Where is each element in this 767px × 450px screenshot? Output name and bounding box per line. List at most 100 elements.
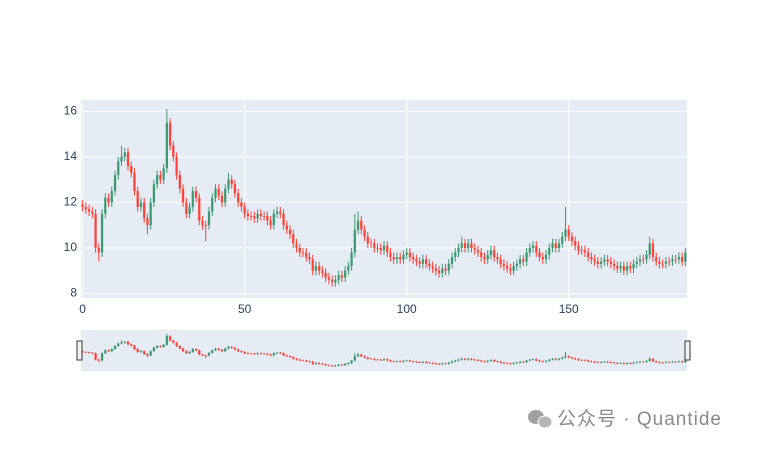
rangeslider-candle-body <box>168 336 172 341</box>
y-tick-label: 16 <box>64 104 78 118</box>
rangeslider-candle-body <box>207 352 211 356</box>
candle-body <box>668 261 671 263</box>
rangeslider-candle-body <box>616 363 619 364</box>
rangeslider-candle-body <box>389 360 392 362</box>
rangeslider-candle-body <box>266 353 269 355</box>
candle-body <box>337 275 340 280</box>
candle-body <box>476 250 480 253</box>
candle-body <box>136 191 139 207</box>
candle-body <box>191 191 194 207</box>
candle-body <box>94 213 97 248</box>
candle-body <box>574 241 577 246</box>
rangeslider-candle-body <box>133 345 136 350</box>
candle-body <box>632 263 635 269</box>
rangeslider-candle-body <box>152 347 156 352</box>
candle-body <box>207 211 211 226</box>
rangeslider-candle-body <box>343 363 347 366</box>
rangeslider-candle-body <box>214 348 217 351</box>
candle-body <box>467 243 470 248</box>
candle-body <box>619 266 622 269</box>
candle-body <box>295 243 298 248</box>
rangeslider-candle-body <box>198 350 201 355</box>
rangeslider-candle-body <box>554 358 557 360</box>
candle-body <box>356 220 360 230</box>
rangeslider-candle-body <box>551 358 554 360</box>
rangeslider-candle-body <box>324 364 327 366</box>
rangeslider-candle-body <box>476 360 480 361</box>
rangeslider-candle-body <box>635 362 638 363</box>
rangeslider-area[interactable] <box>81 330 687 371</box>
candle-body <box>658 261 661 264</box>
rangeslider-candle-body <box>570 357 574 359</box>
candle-body <box>635 261 638 264</box>
candle-body <box>531 245 535 248</box>
candle-body <box>113 175 117 192</box>
candle-body <box>334 279 337 283</box>
rangeslider-candle-body <box>509 363 512 365</box>
candle-body <box>499 259 502 264</box>
rangeslider-candle-body <box>253 353 256 355</box>
rangeslider-candle-body <box>473 359 476 361</box>
rangeslider-candle-body <box>502 362 506 364</box>
candle-body <box>181 188 185 203</box>
rangeslider-handle-right[interactable] <box>684 340 691 361</box>
rangeslider-candle-body <box>548 359 551 361</box>
rangeslider-candle-body <box>612 362 616 364</box>
rangeslider-candle-body <box>645 360 648 362</box>
candle-body <box>327 277 331 280</box>
candle-body <box>343 270 347 278</box>
rangeslider-candle-body <box>100 353 104 361</box>
rangeslider-candle-body <box>353 356 356 361</box>
rangeslider-candle-body <box>596 362 600 363</box>
rangeslider-candle-body <box>418 362 421 363</box>
candle-body <box>379 247 382 251</box>
rangeslider-candle-body <box>424 361 428 363</box>
rangeslider-candle-body <box>337 364 340 366</box>
rangeslider-candle-body <box>574 358 577 360</box>
rangeslider-candle-body <box>386 359 389 361</box>
rangeslider-handle-left[interactable] <box>76 340 83 361</box>
rangeslider-candle-body <box>120 342 123 344</box>
candle-body <box>535 245 538 253</box>
rangeslider-candle-body <box>561 357 564 359</box>
candle-body <box>625 266 629 271</box>
rangeslider-candle-body <box>395 361 399 362</box>
candle-body <box>463 243 467 248</box>
candle-body <box>671 259 674 262</box>
rangeslider-candle-body <box>272 353 275 356</box>
candle-body <box>282 213 285 226</box>
candle-body <box>217 188 220 196</box>
candle-body <box>402 254 405 260</box>
candle-body <box>204 225 207 226</box>
rangeslider-candle-body <box>506 363 509 364</box>
candle-body <box>522 259 525 262</box>
candle-body <box>541 257 544 260</box>
candle-body <box>178 175 181 189</box>
candle-body <box>369 243 373 245</box>
x-tick-label: 100 <box>397 302 417 316</box>
rangeslider-candle-body <box>535 359 538 361</box>
rangeslider-candle-body <box>557 358 561 360</box>
y-tick-label: 12 <box>64 195 78 209</box>
candle-body <box>214 188 217 198</box>
rangeslider-candle-body <box>467 358 470 360</box>
rangeslider-candle-body <box>609 362 612 363</box>
candle-body <box>629 266 632 269</box>
rangeslider-candle-body <box>117 343 120 347</box>
rangeslider-candle-body <box>593 361 596 363</box>
candle-body <box>651 243 655 258</box>
rangeslider-candle-body <box>321 363 324 365</box>
rangeslider-candle-body <box>408 360 412 362</box>
rangeslider-candle-body <box>334 365 337 367</box>
candle-body <box>408 252 412 258</box>
candle-body <box>227 179 230 189</box>
rangeslider-candle-body <box>159 346 162 347</box>
candle-body <box>424 259 428 264</box>
candle-body <box>431 266 434 269</box>
rangeslider-candle-body <box>450 361 454 363</box>
rangeslider-candle-body <box>188 351 191 354</box>
candle-body <box>567 229 570 237</box>
rangeslider-candle-body <box>175 342 178 347</box>
candle-body <box>301 252 305 254</box>
rangeslider-candle-body <box>143 351 146 355</box>
